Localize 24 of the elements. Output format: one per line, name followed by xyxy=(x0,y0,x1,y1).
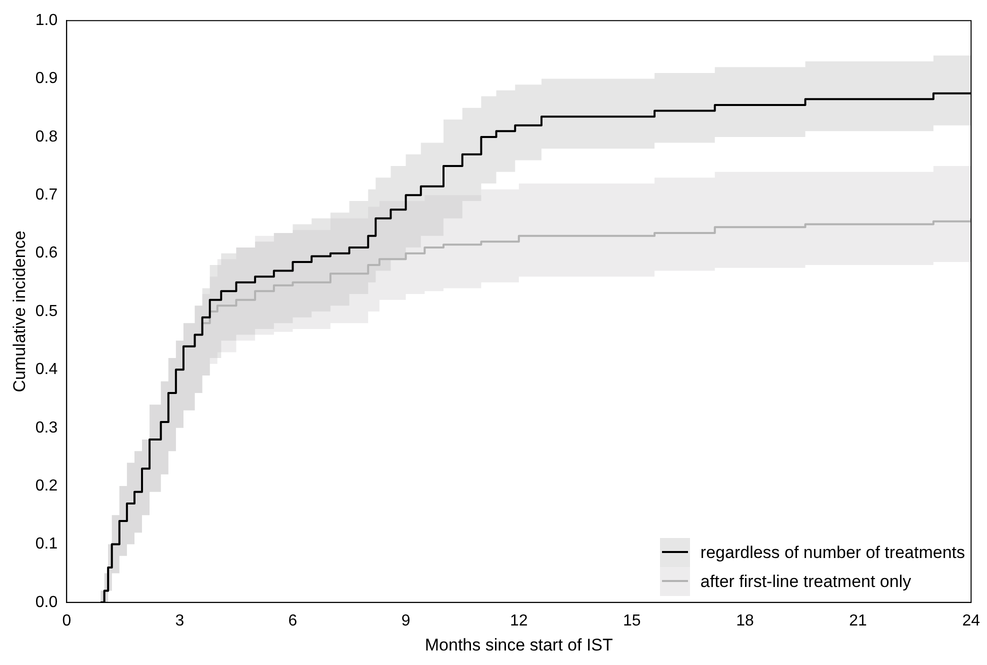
y-axis-title: Cumulative incidence xyxy=(10,230,29,392)
x-tick-label: 18 xyxy=(736,612,754,630)
y-tick-label: 0.5 xyxy=(35,302,58,320)
x-tick-label: 6 xyxy=(288,612,298,630)
y-tick-label: 0.0 xyxy=(35,594,58,611)
y-tick-label: 0.9 xyxy=(35,70,58,88)
x-tick-label: 21 xyxy=(849,612,868,630)
x-tick-label: 9 xyxy=(401,612,410,630)
x-tick-label: 3 xyxy=(175,612,184,630)
x-axis-title: Months since start of IST xyxy=(424,635,613,654)
y-tick-label: 1.0 xyxy=(35,12,58,30)
x-tick-label: 15 xyxy=(623,612,641,630)
y-tick-label: 0.6 xyxy=(35,244,58,262)
legend-label: after first-line treatment only xyxy=(700,572,912,592)
x-tick-label: 12 xyxy=(510,612,528,630)
y-tick-label: 0.4 xyxy=(35,361,58,378)
y-tick-label: 0.8 xyxy=(35,128,58,146)
y-tick-label: 0.7 xyxy=(35,186,58,204)
y-tick-label: 0.3 xyxy=(35,419,58,436)
y-tick-label: 0.1 xyxy=(35,536,58,553)
x-tick-label: 0 xyxy=(62,612,72,630)
legend-label: regardless of number of treatments xyxy=(700,542,965,562)
y-tick-label: 0.2 xyxy=(35,477,58,494)
x-tick-label: 24 xyxy=(962,612,980,630)
